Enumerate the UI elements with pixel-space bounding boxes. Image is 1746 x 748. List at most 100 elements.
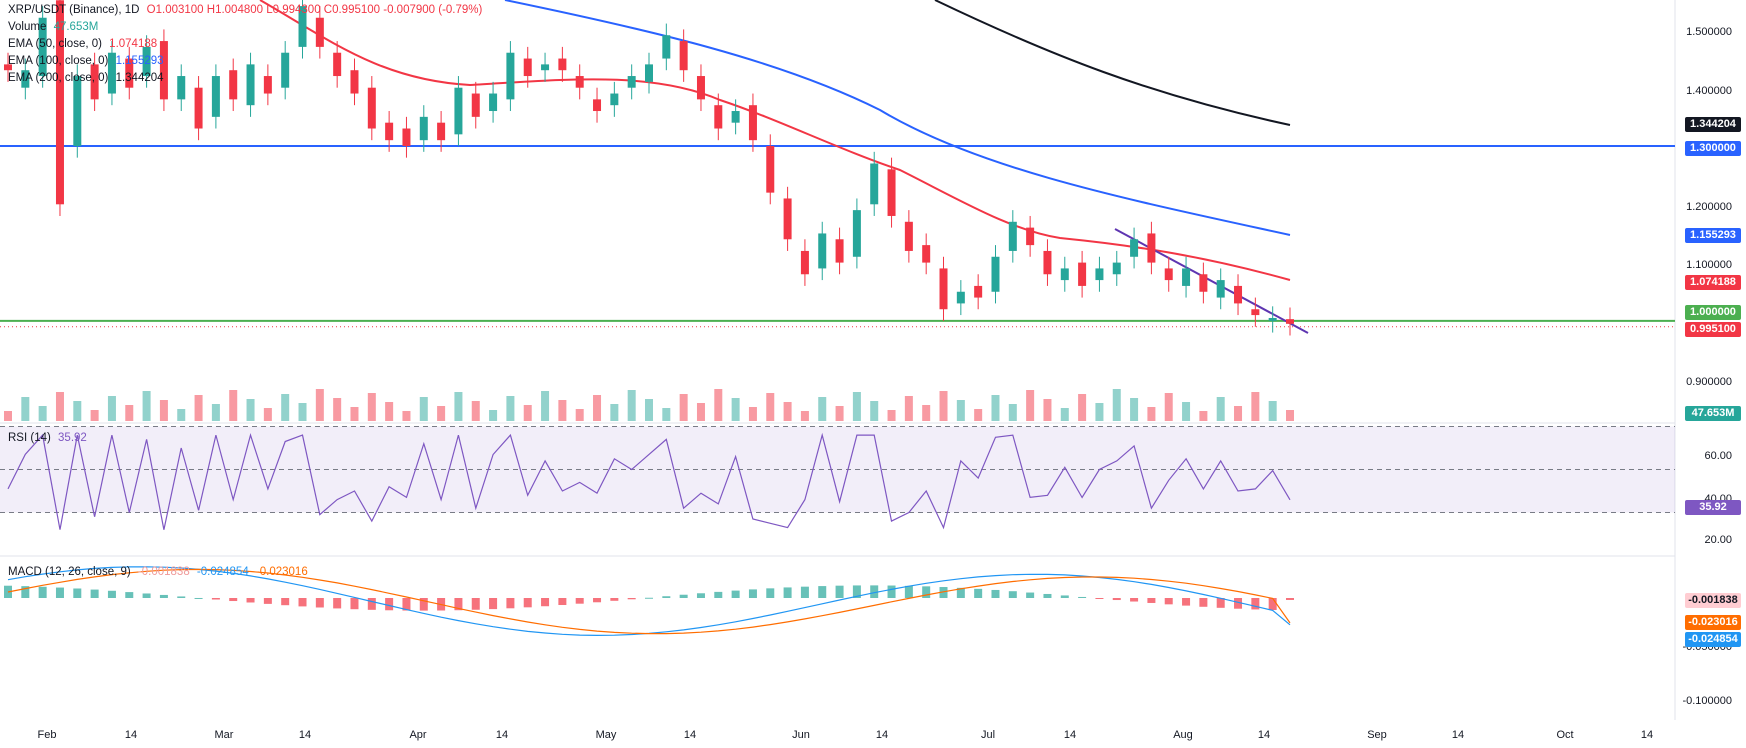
macd-histogram-bar: [610, 598, 619, 601]
candle-body: [229, 70, 238, 100]
volume-bar: [73, 401, 82, 421]
candle-body: [4, 64, 12, 71]
macd-histogram-bar: [627, 598, 636, 600]
ema50-price-tag: 1.074188: [1685, 275, 1741, 290]
candle-body: [333, 52, 342, 77]
macd-histogram-bar: [593, 598, 602, 603]
macd-histogram-bar: [194, 597, 203, 599]
legend-ema200-label: EMA (200, close, 0): [8, 72, 109, 84]
legend-ema100-value: 1.155293: [115, 55, 164, 67]
volume-bar: [1286, 410, 1294, 421]
date-axis-label: May: [595, 729, 617, 741]
volume-bar: [904, 396, 913, 421]
candle-body: [610, 93, 619, 106]
legend-macd-row: MACD (12, 26, close, 9) -0.001838 -0.024…: [8, 565, 312, 579]
date-axis-label: Sep: [1367, 729, 1387, 741]
macd-histogram-bar: [541, 598, 550, 607]
candle-body: [38, 17, 47, 77]
macd-histogram-bar: [766, 588, 775, 598]
candle-body: [489, 93, 498, 112]
volume-bar: [870, 401, 879, 421]
legend-volume-row: Volume 47.653M: [8, 20, 102, 34]
candle-body: [800, 250, 809, 275]
volume-bar: [1078, 394, 1087, 421]
candle-body: [1060, 268, 1069, 281]
macd-histogram-bar: [142, 593, 151, 598]
legend-macd-label: MACD (12, 26, close, 9): [8, 566, 131, 578]
date-axis-label: 14: [875, 729, 889, 741]
volume-bar: [333, 398, 342, 421]
macd-histogram-bar: [991, 589, 1000, 598]
legend-ema50-value: 1.074188: [109, 38, 158, 50]
volume-bar: [211, 404, 220, 421]
volume-bar: [800, 411, 809, 421]
candle-body: [73, 76, 82, 146]
candle-body: [211, 76, 220, 117]
macd-histogram-bar: [315, 598, 324, 608]
legend-ema50-label: EMA (50, close, 0): [8, 38, 102, 50]
candle-body: [679, 41, 688, 71]
volume-bar: [783, 402, 792, 421]
volume-bar: [696, 403, 705, 421]
volume-bar: [956, 400, 965, 421]
candle-body: [471, 93, 480, 117]
volume-bar: [1060, 408, 1069, 421]
macd-histogram-bar: [852, 585, 861, 598]
macd-histogram-bar: [21, 586, 30, 598]
volume-bar: [315, 389, 324, 421]
macd-histogram-bar: [1182, 598, 1191, 606]
candle-body: [748, 105, 757, 141]
date-axis-label: Jul: [980, 729, 996, 741]
rsi-line: [7, 432, 1291, 530]
candle-body: [90, 64, 99, 100]
volume-bar: [159, 400, 168, 421]
candle-body: [523, 58, 532, 77]
legend-ema200-value: 1.344204: [115, 72, 164, 84]
volume-bar: [471, 401, 480, 421]
volume-bar: [1199, 411, 1208, 421]
downtrend-line: [1114, 228, 1309, 334]
candle-body: [263, 76, 272, 94]
candle-body: [1164, 268, 1173, 281]
date-axis-label: Oct: [1556, 729, 1574, 741]
ema200-price-tag: 1.344204: [1685, 117, 1741, 132]
volume-bar: [818, 397, 827, 421]
volume-bar: [1234, 406, 1243, 421]
legend-rsi-label: RSI (14): [8, 432, 51, 444]
legend-macd-signal: -0.023016: [255, 566, 308, 578]
date-axis-label: 14: [683, 729, 697, 741]
candle-body: [558, 58, 567, 71]
candle-body: [870, 163, 879, 205]
macd-histogram-bar: [1043, 593, 1052, 598]
candle-body: [159, 41, 168, 100]
candle-body: [974, 285, 983, 298]
candle-body: [1182, 268, 1191, 286]
macd-histogram-bar: [662, 596, 671, 598]
candle-body: [1026, 227, 1035, 246]
volume-bar: [107, 396, 116, 421]
volume-bar: [1251, 392, 1260, 421]
candle-body: [731, 111, 740, 123]
candle-body: [194, 87, 203, 129]
macd-histogram-bar: [1147, 598, 1156, 603]
macd-histogram-bar: [419, 598, 428, 611]
macd-histogram-bar: [696, 593, 705, 598]
macd-histogram-bar: [211, 598, 220, 600]
candle-body: [402, 128, 411, 146]
candle-body: [506, 52, 515, 100]
macd-histogram-bar: [489, 598, 498, 610]
macd-histogram-bar: [298, 598, 307, 607]
date-axis-label: 14: [1451, 729, 1465, 741]
price-axis-label: 1.100000: [1686, 259, 1732, 271]
volume-bar: [575, 409, 584, 421]
macd-histogram-bar: [90, 589, 99, 598]
candle-body: [627, 76, 636, 88]
volume-bar: [541, 391, 550, 421]
macd-histogram-bar: [1199, 598, 1208, 607]
candle-body: [419, 116, 428, 141]
volume-bar: [1164, 393, 1173, 421]
volume-bar: [506, 396, 515, 421]
macd-histogram-bar: [246, 598, 255, 603]
legend-symbol-row: XRP/USDT (Binance), 1D O1.003100 H1.0048…: [8, 3, 486, 17]
